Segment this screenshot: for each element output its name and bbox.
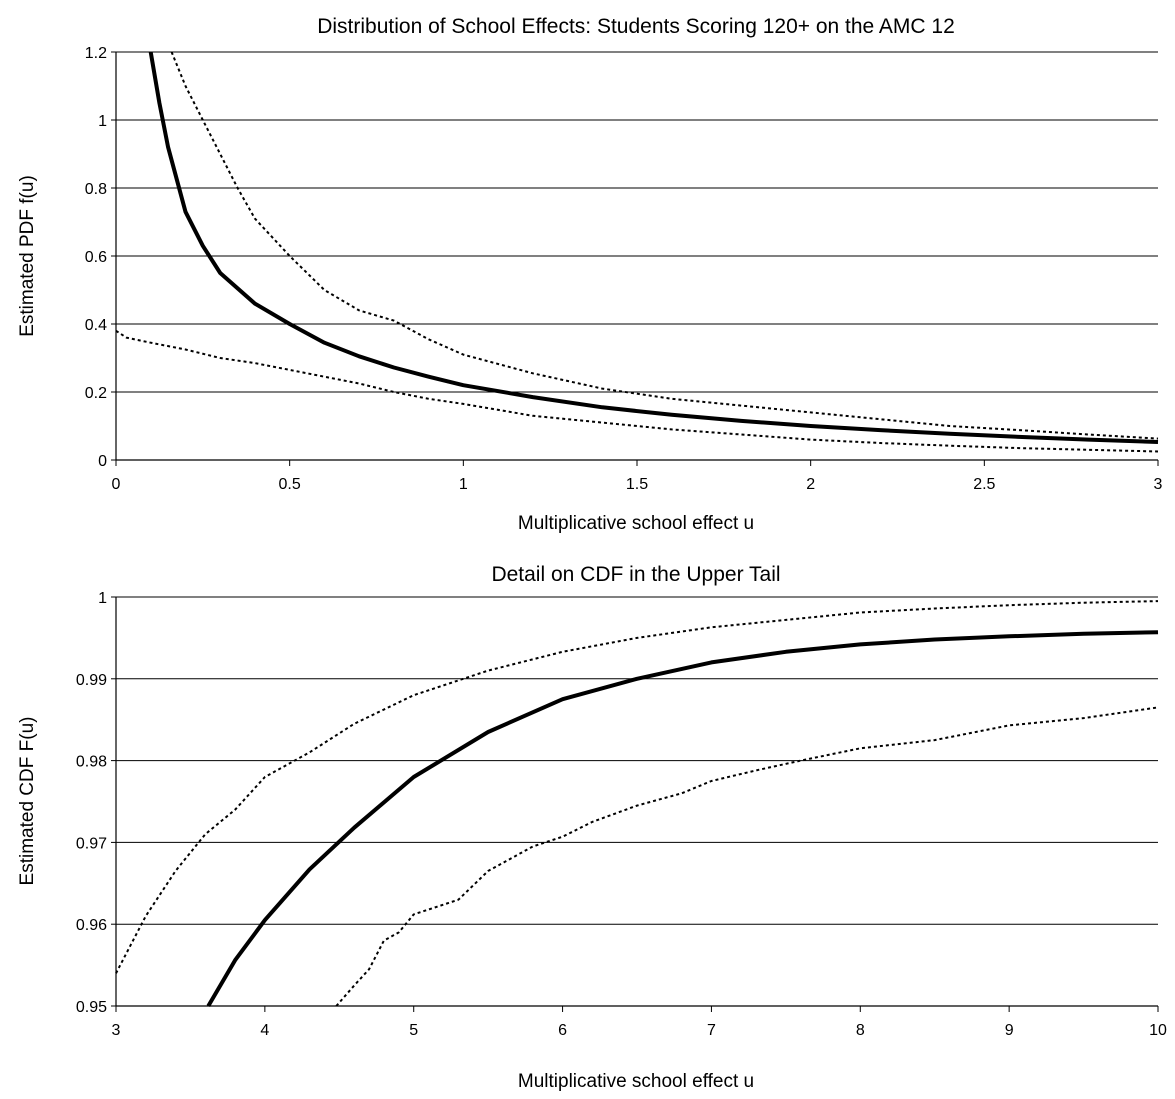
y-tick-label: 1 xyxy=(98,113,107,130)
x-tick-label: 2.5 xyxy=(973,476,995,493)
x-axis-label: Multiplicative school effect u xyxy=(518,1071,754,1092)
y-tick-label: 0.99 xyxy=(76,672,107,689)
pdf-chart: Distribution of School Effects: Students… xyxy=(17,15,1163,534)
y-tick-label: 0.98 xyxy=(76,754,107,771)
confidence-band-line xyxy=(115,600,1159,974)
y-tick-label: 0.6 xyxy=(85,249,107,266)
y-tick-label: 0.2 xyxy=(85,385,107,402)
estimate-line xyxy=(148,51,1159,444)
series xyxy=(115,51,1159,453)
confidence-band-line xyxy=(170,51,1159,440)
x-tick-label: 10 xyxy=(1149,1022,1167,1039)
x-tick-label: 7 xyxy=(707,1022,716,1039)
x-tick-label: 0 xyxy=(112,476,121,493)
series xyxy=(115,600,1159,1008)
x-tick-label: 6 xyxy=(558,1022,567,1039)
tick-labels: 0.95 0.96 0.97 0.98 0.99 1 3 4 5 6 7 8 9 10 xyxy=(76,590,1167,1039)
y-tick-label: 1.2 xyxy=(85,45,107,62)
chart-title: Distribution of School Effects: Students… xyxy=(317,15,955,38)
tick-labels: 0 0.2 0.4 0.6 0.8 1 1.2 0 0.5 1 1.5 2 2.5 3 xyxy=(85,45,1163,493)
gridlines xyxy=(116,51,1158,393)
y-axis-label: Estimated PDF f(u) xyxy=(17,175,38,337)
x-tick-label: 3 xyxy=(1154,476,1163,493)
x-tick-label: 2 xyxy=(806,476,815,493)
y-tick-label: 0.95 xyxy=(76,999,107,1016)
y-tick-label: 0.4 xyxy=(85,317,107,334)
y-axis-label: Estimated CDF F(u) xyxy=(17,717,38,886)
y-tick-label: 0 xyxy=(98,453,107,470)
x-tick-label: 9 xyxy=(1005,1022,1014,1039)
x-tick-label: 8 xyxy=(856,1022,865,1039)
x-tick-label: 0.5 xyxy=(279,476,301,493)
confidence-band-line xyxy=(115,329,1159,453)
chart-title: Detail on CDF in the Upper Tail xyxy=(491,563,780,586)
x-tick-label: 3 xyxy=(112,1022,121,1039)
cdf-chart: Detail on CDF in the Upper Tail Multipli… xyxy=(17,563,1167,1092)
confidence-band-line xyxy=(335,706,1159,1007)
x-tick-label: 5 xyxy=(409,1022,418,1039)
y-tick-label: 1 xyxy=(98,590,107,607)
x-axis-label: Multiplicative school effect u xyxy=(518,513,754,534)
x-tick-label: 1.5 xyxy=(626,476,648,493)
y-tick-label: 0.97 xyxy=(76,835,107,852)
estimate-line xyxy=(206,630,1159,1008)
y-tick-label: 0.96 xyxy=(76,917,107,934)
gridlines xyxy=(116,596,1158,925)
x-tick-label: 1 xyxy=(459,476,468,493)
axes xyxy=(115,597,1158,1007)
y-tick-label: 0.8 xyxy=(85,181,107,198)
x-tick-label: 4 xyxy=(260,1022,269,1039)
